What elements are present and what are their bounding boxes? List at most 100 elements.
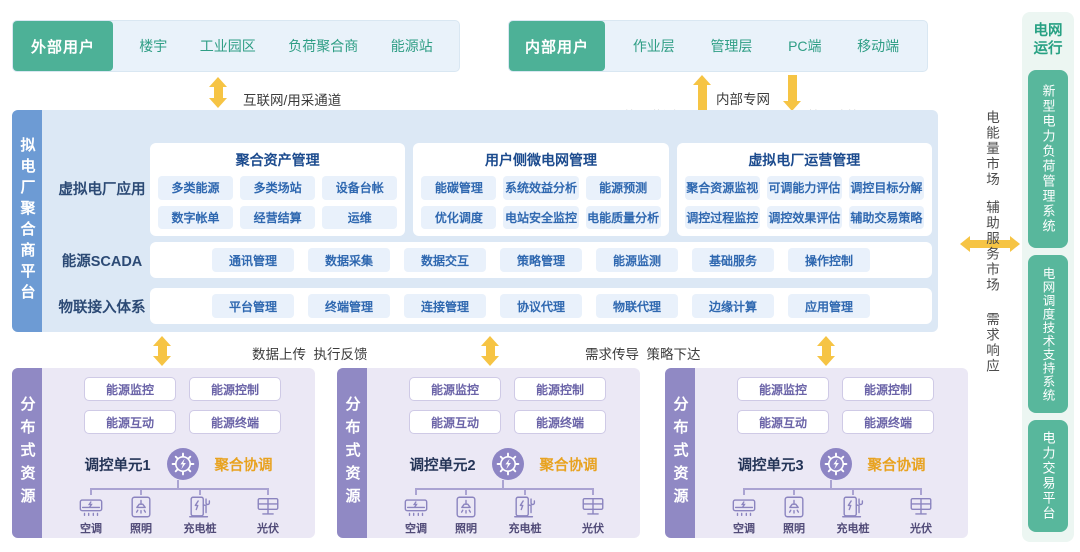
device-label: 空调 [733, 523, 755, 535]
panel-sidebar-label: 分布式资源 [671, 395, 689, 511]
energy-chip: 能源互动 [737, 410, 829, 434]
panel-sidebar: 分布式资源 [665, 368, 695, 538]
platform-sidebar-label: 拟电厂聚合商平台 [18, 137, 36, 305]
ev-charger-icon [187, 494, 213, 520]
card-title: 虚拟电厂运营管理 [748, 152, 861, 168]
panel-sidebar-label: 分布式资源 [18, 395, 36, 511]
coordination-label: 聚合协调 [214, 457, 273, 474]
internal-user-item: 作业层 [632, 38, 675, 54]
energy-chip: 能源控制 [514, 377, 606, 401]
up-flow-arrow-icon [692, 75, 712, 111]
app-chip: 经营结算 [240, 205, 316, 229]
demand-strategy-label: 需求传导 策略下达 [585, 347, 701, 362]
device-label: 照明 [783, 523, 805, 535]
aggregation-gear-icon [492, 448, 524, 480]
energy-chip: 能源终端 [189, 410, 281, 434]
internal-user-item: 移动端 [857, 38, 900, 54]
app-chip: 聚合资源监视 [684, 176, 760, 200]
card-user-side-microgrid-management: 用户侧微电网管理 能碳管理 系统效益分析 能源预测 优化调度 电站安全监控 电能… [413, 143, 669, 236]
app-chip: 运维 [322, 205, 398, 229]
grid-system-box: 电力交易平台 [1028, 420, 1068, 532]
external-users-bar: 外部用户 楼宇 工业园区 负荷聚合商 能源站 [12, 20, 460, 72]
device-label: 光伏 [910, 523, 932, 535]
grid-system-label: 电网调度技术支持系统 [1040, 266, 1055, 402]
air-conditioner-icon [731, 494, 757, 520]
panel-sidebar: 分布式资源 [337, 368, 367, 538]
app-chip: 设备台帐 [322, 176, 398, 200]
app-chip: 可调能力评估 [766, 176, 842, 200]
card-title: 聚合资产管理 [235, 152, 320, 168]
solar-pv-icon [255, 494, 281, 520]
solar-pv-icon [580, 494, 606, 520]
app-chip: 能碳管理 [421, 176, 497, 200]
air-conditioner-icon [78, 494, 104, 520]
energy-chip: 能源终端 [514, 410, 606, 434]
app-row-label: 虚拟电厂应用 [58, 182, 146, 198]
application-cards: 聚合资产管理 多类能源 多类场站 设备台帐 数字帐单 经营结算 运维 用户侧微电… [150, 143, 932, 236]
app-chip: 数字帐单 [158, 205, 234, 229]
iot-chip: 边缘计算 [692, 294, 774, 318]
app-chip: 优化调度 [421, 205, 497, 229]
app-chip: 多类场站 [240, 176, 316, 200]
external-users-items: 楼宇 工业园区 负荷聚合商 能源站 [113, 21, 459, 71]
external-user-item: 能源站 [390, 38, 433, 54]
card-vpp-operation-management: 虚拟电厂运营管理 聚合资源监视 可调能力评估 调控目标分解 调控过程监控 调控效… [676, 143, 932, 236]
iot-chip: 协议代理 [500, 294, 582, 318]
scada-row-label: 能源SCADA [61, 254, 143, 270]
scada-chip: 操作控制 [788, 248, 870, 272]
intranet-label: 内部专网 [716, 92, 770, 107]
iot-chip: 物联代理 [596, 294, 678, 318]
aggregator-platform-panel: 拟电厂聚合商平台 虚拟电厂应用 聚合资产管理 多类能源 多类场站 设备台帐 数字… [12, 110, 938, 332]
control-unit-label: 调控单元2 [409, 457, 476, 474]
lighting-icon [453, 494, 479, 520]
app-chip: 调控目标分解 [848, 176, 924, 200]
internal-users-bar: 内部用户 作业层 管理层 PC端 移动端 [508, 20, 928, 72]
card-aggregated-asset-management: 聚合资产管理 多类能源 多类场站 设备台帐 数字帐单 经营结算 运维 [150, 143, 406, 236]
coordination-label: 聚合协调 [867, 457, 926, 474]
control-unit-label: 调控单元3 [737, 457, 804, 474]
solar-pv-icon [908, 494, 934, 520]
lighting-icon [128, 494, 154, 520]
scada-chip: 基础服务 [692, 248, 774, 272]
aggregation-gear-icon [820, 448, 852, 480]
iot-chip: 应用管理 [788, 294, 870, 318]
control-unit-label: 调控单元1 [84, 457, 151, 474]
distributed-resources-panel-2: 分布式资源 能源监控 能源控制 能源互动 能源终端 调控单元2 聚合协调 空调 … [337, 368, 640, 538]
device-label: 充电桩 [508, 523, 542, 535]
iot-chip: 平台管理 [212, 294, 294, 318]
market-link-arrow-icon [960, 236, 1020, 252]
energy-chip: 能源监控 [84, 377, 176, 401]
device-label: 空调 [405, 523, 427, 535]
external-user-item: 工业园区 [199, 38, 256, 54]
grid-operation-column: 电网运行 新型电力负荷管理系统 电网调度技术支持系统 电力交易平台 [1022, 12, 1074, 542]
link-arrow-icon [816, 336, 836, 366]
ev-charger-icon [512, 494, 538, 520]
energy-chip: 能源监控 [737, 377, 829, 401]
energy-chip: 能源控制 [842, 377, 934, 401]
grid-operation-title: 电网运行 [1033, 23, 1063, 57]
market-label-energy: 电能量市场 [984, 110, 999, 188]
grid-system-box: 新型电力负荷管理系统 [1028, 70, 1068, 248]
energy-chip: 能源互动 [409, 410, 501, 434]
internal-user-item: PC端 [788, 38, 822, 54]
app-chip: 系统效益分析 [503, 176, 579, 200]
external-user-item: 楼宇 [139, 38, 168, 54]
app-chip: 调控过程监控 [684, 205, 760, 229]
scada-chip: 数据采集 [308, 248, 390, 272]
scada-bar: 通讯管理 数据采集 数据交互 策略管理 能源监测 基础服务 操作控制 [150, 242, 932, 278]
scada-chip: 策略管理 [500, 248, 582, 272]
device-label: 充电桩 [836, 523, 870, 535]
card-title: 用户侧微电网管理 [484, 152, 597, 168]
device-label: 照明 [455, 523, 477, 535]
panel-sidebar: 分布式资源 [12, 368, 42, 538]
link-arrow-icon [152, 336, 172, 366]
internet-channel-arrow-icon [208, 77, 228, 108]
ev-charger-icon [840, 494, 866, 520]
device-label: 空调 [80, 523, 102, 535]
device-label: 照明 [130, 523, 152, 535]
down-flow-arrow-icon [782, 75, 802, 111]
scada-chip: 能源监测 [596, 248, 678, 272]
internet-channel-label: 互联网/用采通道 [243, 93, 342, 108]
iot-chip: 连接管理 [404, 294, 486, 318]
